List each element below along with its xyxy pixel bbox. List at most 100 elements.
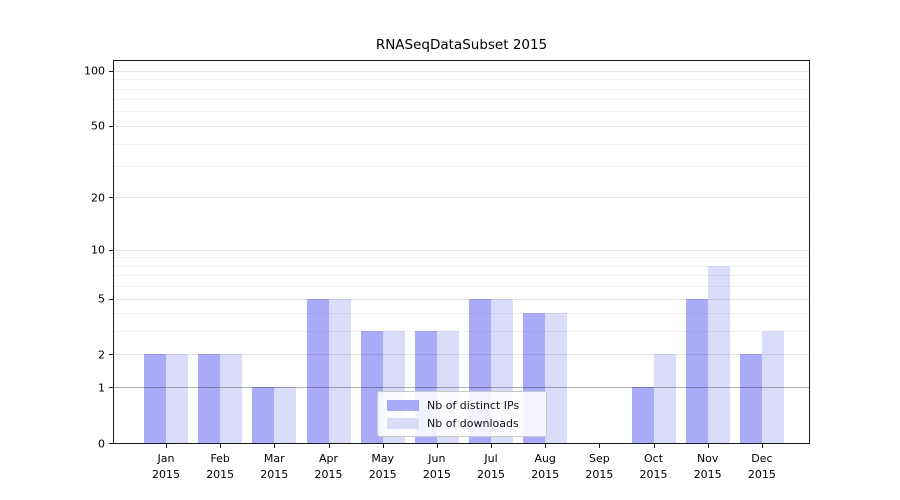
month-label: Aug — [534, 452, 556, 465]
major-gridline — [114, 197, 809, 199]
year-label: 2015 — [206, 467, 235, 481]
bar — [144, 354, 166, 443]
y-axis-tick-label: 20 — [91, 191, 105, 205]
x-axis-tick-label: Aug 2015 — [518, 451, 572, 482]
minor-gridline — [114, 166, 809, 167]
y-axis-tick-label: 50 — [91, 119, 105, 133]
legend: Nb of distinct IPs Nb of downloads — [377, 391, 547, 437]
x-axis-tick-label: Mar 2015 — [247, 451, 301, 482]
x-axis-tick — [653, 444, 655, 448]
year-label: 2015 — [747, 467, 776, 481]
x-axis-tick-label: Sep 2015 — [572, 451, 626, 482]
y-axis-tick — [109, 387, 113, 389]
month-label: May — [371, 452, 395, 465]
year-label: 2015 — [152, 467, 180, 481]
bar — [328, 298, 351, 443]
minor-gridline — [114, 99, 809, 101]
month-label: Oct — [643, 452, 664, 465]
bar — [707, 265, 730, 443]
x-axis-tick-label: Dec 2015 — [735, 451, 789, 482]
bar — [653, 354, 676, 443]
x-axis-tick-label: Jul 2015 — [464, 451, 518, 482]
y-axis-tick — [109, 197, 113, 199]
y-axis-tick-label: 2 — [98, 348, 105, 362]
x-axis-tick — [761, 444, 763, 448]
year-label: 2015 — [585, 467, 614, 481]
x-axis-tick — [166, 444, 167, 448]
month-label: Jul — [484, 452, 498, 465]
x-axis-tick-label: Jan 2015 — [139, 451, 193, 482]
month-label: Nov — [696, 452, 719, 465]
month-label: Apr — [318, 452, 339, 465]
x-axis-tick — [545, 444, 547, 448]
year-label: 2015 — [368, 467, 397, 481]
month-label: Mar — [263, 452, 285, 465]
legend-label: Nb of downloads — [427, 416, 519, 430]
chart-title: RNASeqDataSubset 2015 — [375, 37, 548, 53]
minor-gridline — [114, 275, 809, 277]
x-axis-tick-label: Feb 2015 — [193, 451, 247, 482]
y-axis-tick-label: 1 — [98, 381, 105, 395]
x-axis-tick-label: Nov 2015 — [681, 451, 735, 482]
year-label: 2015 — [639, 467, 668, 481]
minor-gridline — [114, 143, 809, 145]
major-gridline — [114, 249, 809, 251]
year-label: 2015 — [477, 467, 505, 481]
bar — [306, 298, 329, 443]
x-axis-tick — [599, 444, 601, 448]
x-axis-tick — [382, 444, 384, 448]
y-axis-tick — [109, 354, 113, 356]
y-axis-tick-label: 10 — [91, 243, 105, 257]
y-axis-tick-label: 0 — [98, 437, 105, 450]
bar — [631, 387, 654, 443]
minor-gridline — [114, 79, 809, 81]
x-axis-tick-label: Apr 2015 — [302, 451, 356, 482]
legend-label: Nb of distinct IPs — [427, 398, 520, 412]
year-label: 2015 — [422, 467, 451, 481]
month-label: Jun — [428, 452, 446, 465]
minor-gridline — [114, 265, 809, 267]
x-axis-tick — [491, 444, 492, 448]
y-axis-tick — [109, 70, 113, 72]
x-axis-tick — [328, 444, 330, 448]
x-axis-tick — [220, 444, 222, 448]
bar — [220, 354, 243, 443]
bar — [739, 354, 762, 443]
y-axis-tick — [109, 298, 113, 300]
y-axis-tick-label: 5 — [98, 292, 105, 306]
y-axis-tick — [109, 249, 113, 251]
month-label: Dec — [751, 452, 773, 465]
year-label: 2015 — [531, 467, 560, 481]
bar — [166, 354, 188, 443]
year-label: 2015 — [260, 467, 289, 481]
minor-gridline — [114, 286, 809, 288]
bar — [685, 298, 708, 443]
legend-swatch — [387, 417, 419, 429]
legend-entry: Nb of distinct IPs — [387, 399, 546, 412]
x-axis-tick — [274, 444, 276, 448]
major-gridline — [114, 70, 809, 72]
month-label: Sep — [589, 452, 610, 465]
legend-swatch — [387, 399, 419, 411]
x-axis-tick-label: Jun 2015 — [410, 451, 464, 482]
major-gridline — [114, 125, 809, 127]
y-axis-tick-label: 100 — [84, 64, 105, 78]
bar — [274, 387, 297, 443]
x-axis-tick — [436, 444, 438, 448]
y-axis-tick — [109, 125, 113, 127]
month-label: Jan — [157, 452, 175, 465]
bar — [252, 387, 275, 443]
year-label: 2015 — [314, 467, 343, 481]
y-axis-tick — [109, 443, 113, 444]
bar — [545, 313, 568, 443]
x-axis-tick-label: May 2015 — [356, 451, 410, 482]
bar — [198, 354, 221, 443]
x-axis-tick-label: Oct 2015 — [627, 451, 681, 482]
year-label: 2015 — [693, 467, 722, 481]
legend-entry: Nb of downloads — [387, 417, 546, 430]
x-axis-tick — [707, 444, 709, 448]
minor-gridline — [114, 88, 809, 90]
plot-area — [113, 60, 810, 444]
month-label: Feb — [210, 452, 230, 465]
